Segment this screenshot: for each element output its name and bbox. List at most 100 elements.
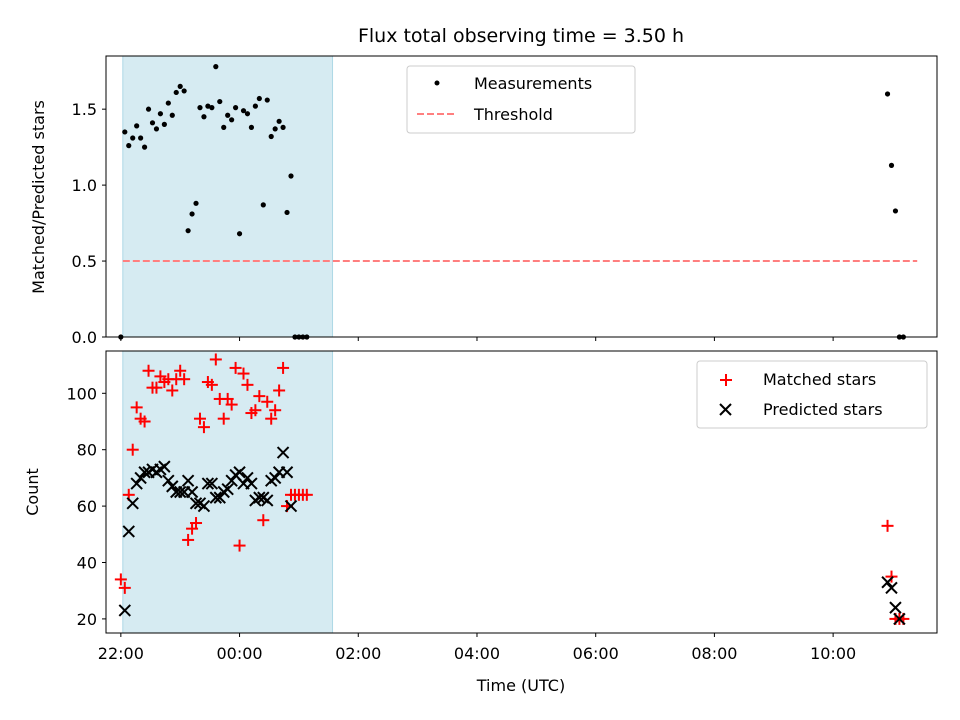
predicted-stars-point [280,466,294,479]
y-tick-label: 100 [66,384,97,403]
measurement-point [126,143,132,149]
matched-stars-point [277,361,290,374]
predicted-stars-point [126,497,139,510]
y-tick-label: 0.0 [72,328,97,347]
measurement-point [134,123,140,129]
matched-stars-point [233,539,246,552]
measurement-point [252,103,258,109]
measurement-point [272,126,278,132]
measurement-point [130,135,136,141]
measurement-point [157,111,164,117]
matched-stars-point [261,395,274,408]
legend-predicted-marker [719,403,732,416]
predicted-stars-point [253,491,266,504]
top-legend: Measurements Threshold [406,65,636,134]
measurement-point [122,129,128,135]
measurement-point [193,200,199,206]
measurement-point [181,88,187,94]
x-tick-label: 10:00 [810,644,856,663]
legend-threshold-label: Threshold [473,105,553,124]
predicted-stars-point [881,576,894,589]
measurement-point [138,135,144,141]
count-panel: Count Time (UTC) 20 40 60 80 100 22:00 00:00 02… [23,350,938,695]
predicted-stars-point [118,604,132,617]
observing-window-span [122,55,334,338]
matched-stars-point [273,384,286,397]
y-tick-label: 1.0 [72,176,97,195]
matched-stars-point [253,390,266,403]
matched-stars-point [225,398,238,411]
ratio-panel: Flux total observing time = 3.50 h Match… [29,25,938,347]
predicted-stars-point [268,471,282,485]
y-tick-label: 80 [77,441,97,460]
y-tick-label: 60 [77,497,97,516]
predicted-stars-point [166,480,179,493]
top-plot-frame [105,55,938,338]
y-tick-label: 40 [77,554,97,573]
matched-stars-point [190,517,203,530]
measurement-point [185,228,191,234]
measurement-point [229,117,235,123]
measurement-point [236,231,243,237]
predicted-stars-point [261,494,274,507]
predicted-stars-point [138,466,151,479]
measurement-point [201,114,207,120]
legend-matched-label: Matched stars [763,370,876,389]
matched-stars-point [300,488,313,501]
matched-stars-point [257,514,270,527]
legend-measurements-marker [434,80,440,86]
predicted-stars-point [276,446,290,459]
measurement-point [276,118,282,124]
measurement-point [145,106,152,112]
measurement-point [264,97,270,103]
matched-stars-point [193,412,206,425]
measurement-point [284,209,290,216]
bottom-legend: Matched stars Predicted stars [696,360,928,429]
measurement-point [209,105,215,111]
x-tick-label: 06:00 [573,644,619,663]
measurement-point [888,162,895,168]
matched-stars-point [197,421,210,434]
matched-stars-point [269,404,282,417]
predicted-stars-point [893,612,906,626]
matched-stars-point [205,378,218,391]
matched-stars-point [118,581,131,594]
measurement-point [141,144,148,150]
measurement-point [217,98,223,105]
measurement-point [256,95,262,102]
matched-stars-point [142,364,155,377]
bottom-y-axis-label: Count [23,468,42,516]
x-tick-label: 22:00 [98,644,144,663]
measurement-point [268,133,274,140]
measurement-point [173,89,179,96]
predicted-stars-point [181,474,195,487]
predicted-stars-point [185,485,199,499]
measurement-point [161,121,167,127]
y-tick-label: 0.5 [72,252,97,271]
matched-stars-point [249,404,262,417]
x-tick-label: 02:00 [335,644,381,663]
predicted-stars-point [233,466,246,479]
x-tick-label: 00:00 [216,644,262,663]
legend-matched-marker [720,374,732,386]
measurement-point [165,100,171,106]
chart-title: Flux total observing time = 3.50 h [358,25,684,47]
predicted-stars-point [173,485,187,499]
matched-stars-point [130,401,143,414]
matched-stars-point [885,570,898,583]
matched-stars-point [174,364,187,377]
measurement-point [189,211,195,217]
predicted-stars-point [130,477,143,490]
predicted-stars-point [122,525,135,538]
predicted-stars-point [241,471,254,485]
predicted-stars-point [205,477,219,490]
measurement-point [153,126,160,132]
x-tick-label: 04:00 [454,644,500,663]
matched-stars-point [881,519,894,532]
matched-stars-point [217,412,230,425]
matched-stars-point [178,373,191,386]
top-y-axis-label: Matched/Predicted stars [29,100,48,294]
matched-stars-point [241,378,254,391]
matched-stars-point [166,384,179,397]
